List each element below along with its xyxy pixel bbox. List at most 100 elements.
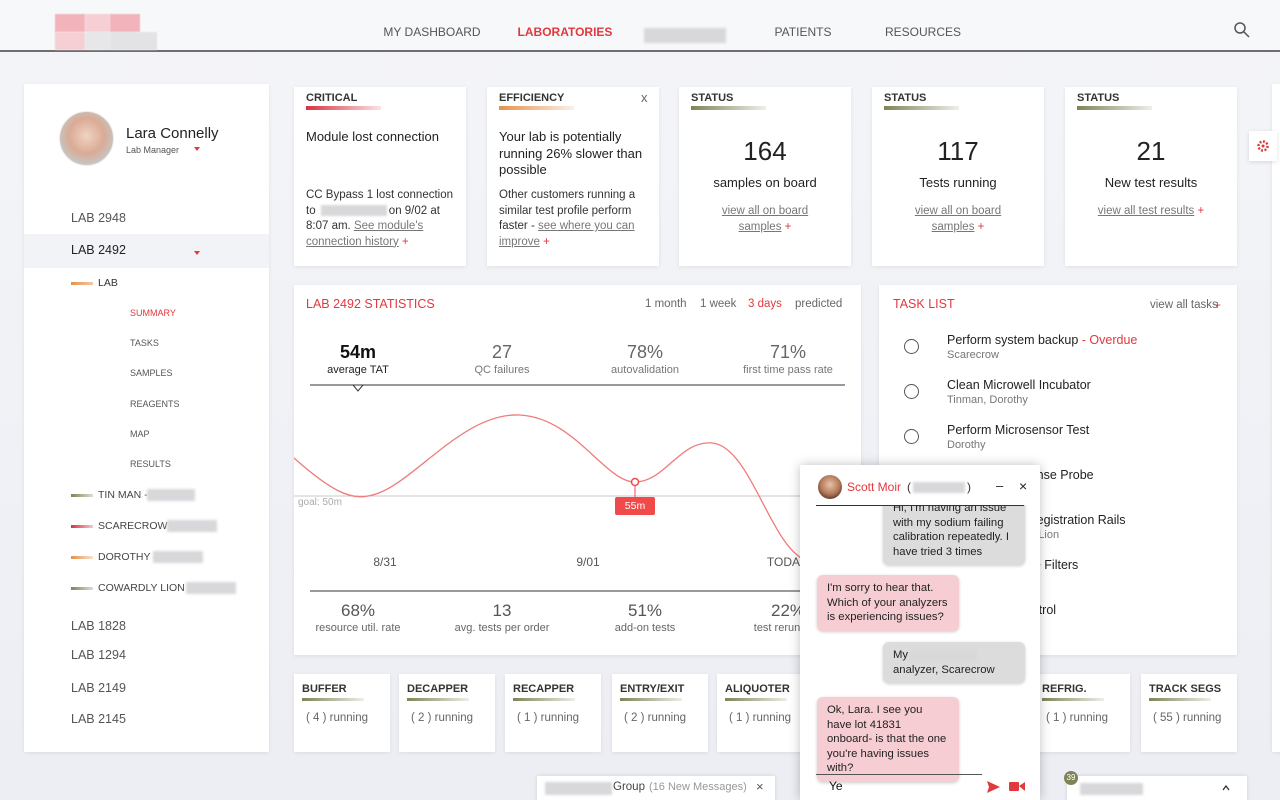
view-all-tasks[interactable]: view all tasks <box>1150 299 1218 311</box>
module-name: ENTRY/EXIT <box>620 683 685 695</box>
nav-link[interactable]: PATIENTS <box>774 25 832 39</box>
lab-link[interactable]: LAB 2948 <box>71 211 126 225</box>
lab-sublink[interactable]: LAB <box>98 277 118 289</box>
card-link[interactable]: see where you can improve <box>499 220 635 248</box>
chat-close[interactable]: × <box>1019 478 1028 494</box>
card-link[interactable]: See module's connection history <box>306 220 424 248</box>
card-label: STATUS <box>884 92 927 104</box>
lab-caret <box>194 251 200 255</box>
card-link-block: view all on board samples + <box>705 203 825 235</box>
card-link[interactable]: view all test results <box>1097 205 1195 217</box>
status-caption: samples on board <box>713 175 817 190</box>
module-card <box>1034 674 1130 752</box>
logo-redacted <box>55 14 85 32</box>
analyzer-link[interactable]: COWARDLY LION - <box>98 582 192 594</box>
module-underline <box>1149 698 1211 701</box>
nav-link[interactable]: MY DASHBOARD <box>383 25 481 39</box>
chat-minimize[interactable]: – <box>996 478 1004 493</box>
metric-label: autovalidation <box>611 364 679 376</box>
card <box>872 87 1044 266</box>
module-name: RECAPPER <box>513 683 575 695</box>
chat-bubble: My analyzer, Scarecrow <box>883 642 1025 683</box>
lab-link[interactable]: LAB 1294 <box>71 648 126 662</box>
top-bar <box>0 0 1280 52</box>
page-link[interactable]: SUMMARY <box>130 308 176 318</box>
gear <box>1257 140 1269 152</box>
task-title: Perform Microsensor Test <box>947 423 1090 437</box>
chat-name: Scott Moir <box>847 480 902 494</box>
metric-value: 27 <box>491 342 513 362</box>
link-plus: + <box>784 221 792 233</box>
search-icon <box>1234 22 1250 38</box>
redacted <box>910 649 977 661</box>
page-link[interactable]: MAP <box>130 428 150 439</box>
redacted <box>147 489 195 501</box>
nav-link[interactable]: RESOURCES <box>884 25 962 39</box>
module-card <box>1141 674 1237 752</box>
chat-header-rule <box>816 505 1024 506</box>
module-underline <box>513 698 575 701</box>
metric-value: 78% <box>626 342 664 362</box>
marker-label: 55m <box>624 500 646 512</box>
chat-input[interactable]: Ye <box>829 779 843 793</box>
analyzer-link[interactable]: TIN MAN - <box>98 489 148 501</box>
status-value: 21 <box>1136 136 1166 166</box>
summary-value: 51% <box>627 601 663 620</box>
card-link[interactable]: view all on board samples <box>914 205 1002 233</box>
group-new: (16 New Messages) <box>649 781 747 793</box>
range-tab[interactable]: 1 week <box>700 298 737 310</box>
video-lens <box>1019 782 1025 791</box>
chat-text: I'm sorry to hear that. Which of your an… <box>827 582 948 623</box>
task-checkbox[interactable] <box>904 384 919 399</box>
page-link[interactable]: RESULTS <box>130 459 171 469</box>
task-title: Clean Microwell Incubator <box>947 378 1091 392</box>
chat-text: My <box>893 649 909 661</box>
module-name: ALIQUOTER <box>725 683 790 695</box>
task-checkbox[interactable] <box>904 429 919 444</box>
redacted <box>320 204 387 216</box>
card-close[interactable]: x <box>641 90 648 105</box>
card-link-block: view all on board samples + <box>898 203 1018 235</box>
body-text: CC Bypass 1 lost connection to <box>306 189 454 217</box>
module-card <box>399 674 495 752</box>
caret <box>194 147 200 151</box>
role-caret <box>194 147 200 151</box>
statistics-panel <box>294 285 861 655</box>
module-underline <box>407 698 469 701</box>
page-link[interactable]: SAMPLES <box>130 368 173 379</box>
lab-link[interactable]: LAB 2145 <box>71 712 126 726</box>
chat-text: Ok, Lara. I see you have lot 41831 onboa… <box>827 704 947 774</box>
range-tab[interactable]: predicted <box>795 298 843 310</box>
logo-redacted <box>85 14 110 32</box>
link-plus: + <box>401 235 409 248</box>
search-glass <box>1234 22 1246 34</box>
group-close[interactable]: × <box>756 779 764 794</box>
card-link[interactable]: view all on board samples <box>721 205 809 233</box>
redacted <box>153 551 203 563</box>
lab-link[interactable]: LAB 1828 <box>71 619 126 633</box>
analyzer-dash <box>71 525 93 528</box>
page-link[interactable]: TASKS <box>130 338 159 349</box>
card <box>679 87 851 266</box>
lab-link[interactable]: LAB 2149 <box>71 681 126 695</box>
page-link[interactable]: REAGENTS <box>130 398 180 409</box>
range-tab[interactable]: 1 month <box>645 298 687 310</box>
task-flag: - Overdue <box>1081 333 1138 347</box>
badge-count: 39 <box>1066 773 1076 782</box>
module-status: ( 2 ) running <box>411 712 474 724</box>
module-status: ( 1 ) running <box>1046 712 1109 724</box>
redacted <box>644 28 726 43</box>
lab-link[interactable]: LAB 2492 <box>71 243 126 257</box>
label-underline <box>691 106 766 110</box>
card-title: Module lost connection <box>306 129 439 144</box>
module-status: ( 55 ) running <box>1153 712 1222 724</box>
analyzer-link[interactable]: SCARECROW - <box>98 520 174 532</box>
task-checkbox[interactable] <box>904 339 919 354</box>
redacted <box>545 782 612 795</box>
module-name: BUFFER <box>302 683 347 695</box>
analyzer-link[interactable]: DOROTHY - <box>98 551 157 563</box>
task-title-row: Perform system backup - Overdue <box>947 333 1137 347</box>
range-tab[interactable]: 3 days <box>748 298 782 310</box>
logo-redacted <box>110 32 157 50</box>
nav-link[interactable]: LABORATORIES <box>517 25 613 39</box>
